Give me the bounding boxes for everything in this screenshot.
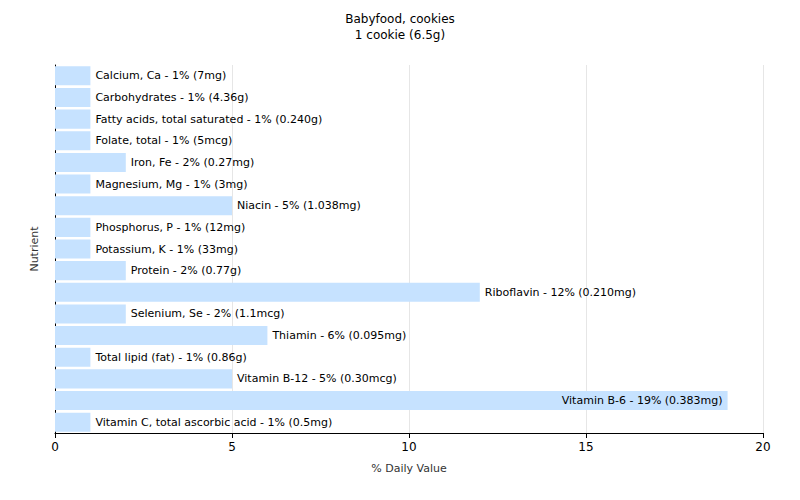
svg-text:Nutrient: Nutrient (28, 226, 41, 272)
svg-text:15: 15 (578, 440, 593, 454)
svg-text:Fatty acids, total saturated -: Fatty acids, total saturated - 1% (0.240… (95, 113, 322, 126)
svg-text:Selenium, Se - 2% (1.1mcg): Selenium, Se - 2% (1.1mcg) (131, 307, 285, 320)
svg-text:Vitamin B-12 - 5% (0.30mcg): Vitamin B-12 - 5% (0.30mcg) (237, 372, 397, 385)
svg-text:Magnesium, Mg - 1% (3mg): Magnesium, Mg - 1% (3mg) (95, 178, 247, 191)
svg-text:% Daily Value: % Daily Value (371, 462, 447, 475)
svg-text:Calcium, Ca - 1% (7mg): Calcium, Ca - 1% (7mg) (95, 69, 226, 82)
svg-text:Vitamin C, total ascorbic acid: Vitamin C, total ascorbic acid - 1% (0.5… (95, 416, 332, 429)
svg-text:Phosphorus, P - 1% (12mg): Phosphorus, P - 1% (12mg) (95, 221, 245, 234)
svg-text:1 cookie (6.5g): 1 cookie (6.5g) (355, 28, 445, 42)
svg-text:Niacin - 5% (1.038mg): Niacin - 5% (1.038mg) (237, 199, 361, 212)
svg-text:Folate, total - 1% (5mcg): Folate, total - 1% (5mcg) (95, 134, 232, 147)
svg-text:Thiamin - 6% (0.095mg): Thiamin - 6% (0.095mg) (271, 329, 406, 342)
svg-text:0: 0 (51, 440, 59, 454)
svg-text:Total lipid (fat) - 1% (0.86g): Total lipid (fat) - 1% (0.86g) (94, 351, 246, 364)
svg-text:Carbohydrates - 1% (4.36g): Carbohydrates - 1% (4.36g) (95, 91, 248, 104)
svg-text:10: 10 (401, 440, 416, 454)
svg-text:Protein - 2% (0.77g): Protein - 2% (0.77g) (131, 264, 242, 277)
svg-text:20: 20 (755, 440, 770, 454)
svg-text:Iron, Fe - 2% (0.27mg): Iron, Fe - 2% (0.27mg) (131, 156, 254, 169)
svg-text:Potassium, K - 1% (33mg): Potassium, K - 1% (33mg) (95, 243, 238, 256)
svg-text:Vitamin B-6 - 19% (0.383mg): Vitamin B-6 - 19% (0.383mg) (562, 394, 723, 407)
svg-text:Riboflavin - 12% (0.210mg): Riboflavin - 12% (0.210mg) (485, 286, 636, 299)
svg-text:Babyfood, cookies: Babyfood, cookies (345, 12, 455, 26)
svg-text:5: 5 (228, 440, 236, 454)
